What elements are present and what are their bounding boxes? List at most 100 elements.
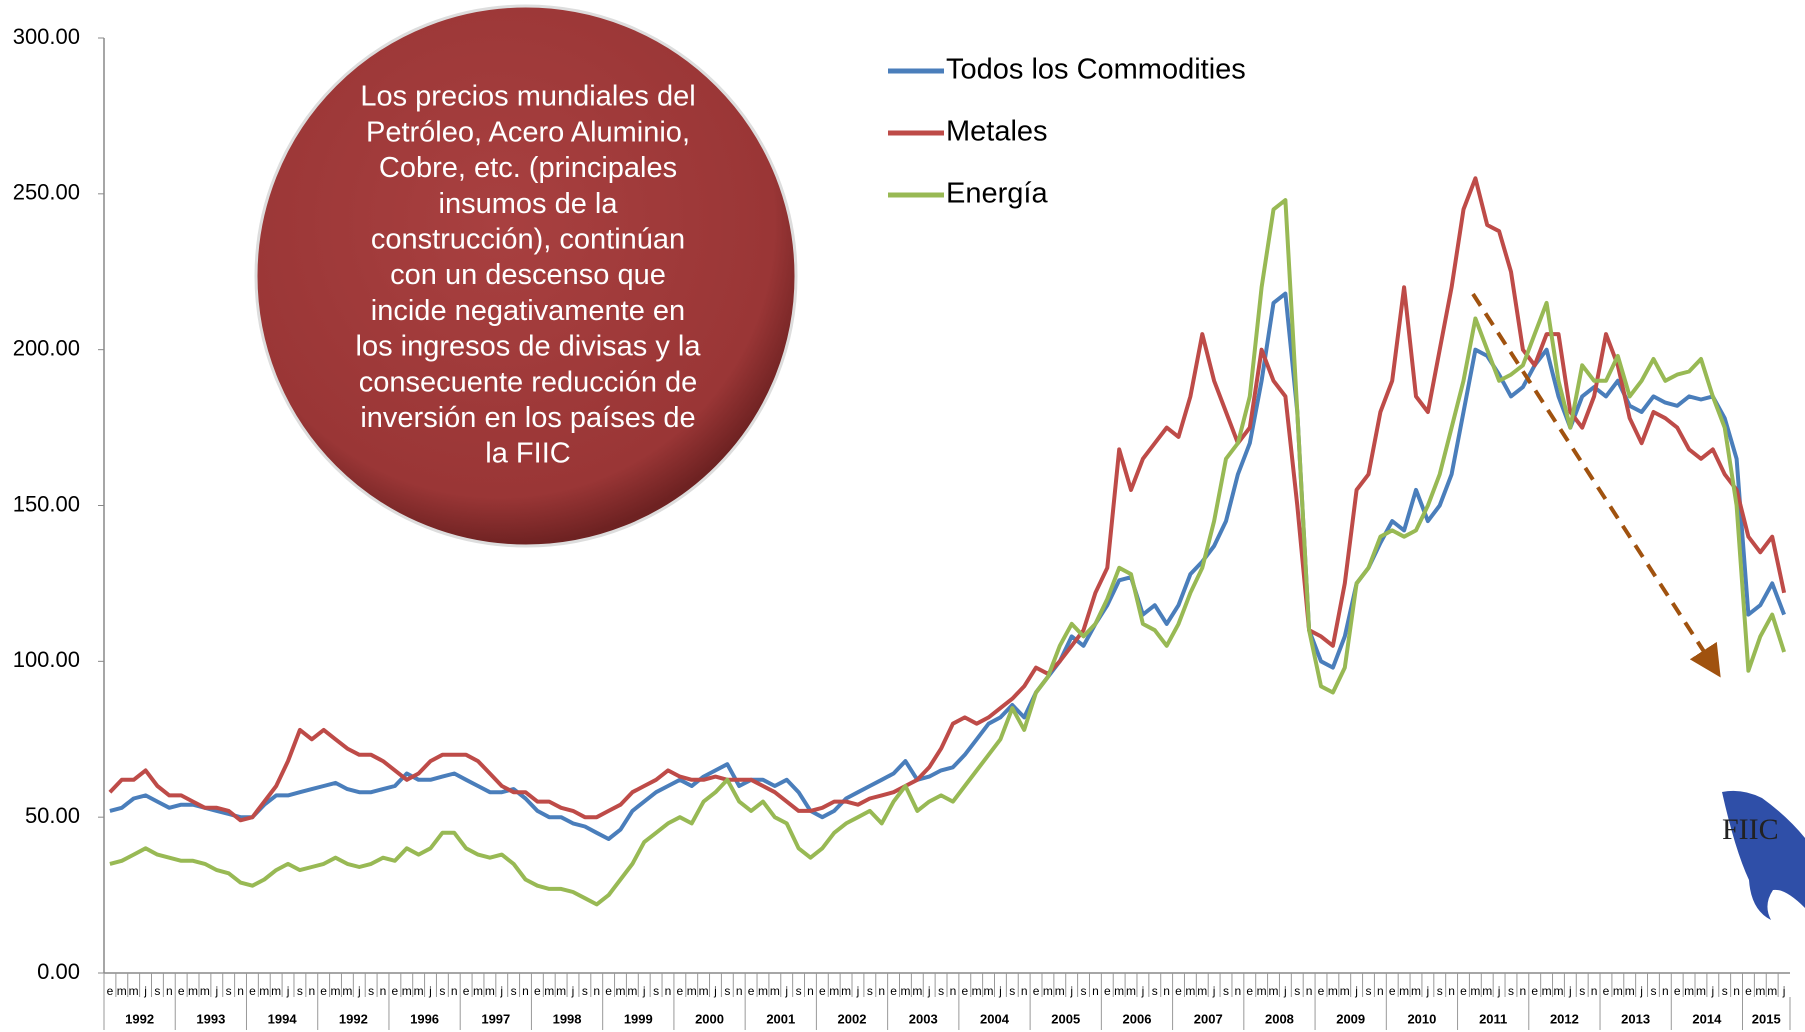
x-tick-label: j [1568,984,1572,998]
legend-label: Energía [946,178,1048,210]
x-tick-label: e [748,984,755,998]
x-tick-label: m [544,984,554,998]
x-tick-label: j [286,984,290,998]
x-tick-label: m [984,984,994,998]
x-tick-label: j [1283,984,1287,998]
annotation-line: insumos de la [439,188,619,220]
x-tick-label: m [1328,984,1338,998]
x-tick-label: n [1163,984,1170,998]
x-tick-label: m [829,984,839,998]
x-tick-label: n [1306,984,1313,998]
x-tick-label: e [392,984,399,998]
legend-label: Todos los Commodities [946,54,1246,86]
x-tick-label: j [499,984,503,998]
x-tick-label: e [677,984,684,998]
legend-label: Metales [946,116,1048,148]
x-tick-label: n [1733,984,1740,998]
x-tick-label: j [214,984,218,998]
x-tick-label: m [1470,984,1480,998]
x-tick-label: m [1755,984,1765,998]
x-tick-label: m [473,984,483,998]
year-label: 2010 [1407,1011,1436,1026]
x-tick-label: m [485,984,495,998]
x-tick-label: j [143,984,147,998]
x-tick-label: m [259,984,269,998]
x-tick-label: e [1531,984,1538,998]
x-tick-label: s [724,984,730,998]
x-tick-label: m [1696,984,1706,998]
y-tick-label: 200.00 [13,335,80,360]
x-tick-label: m [615,984,625,998]
x-tick-label: j [1497,984,1501,998]
x-tick-label: n [1591,984,1598,998]
x-tick-label: j [1710,984,1714,998]
x-tick-label: s [1508,984,1514,998]
year-label: 2002 [838,1011,867,1026]
x-tick-label: m [1269,984,1279,998]
x-tick-label: e [1104,984,1111,998]
x-tick-label: s [938,984,944,998]
x-tick-label: m [627,984,637,998]
x-tick-label: e [1603,984,1610,998]
x-tick-label: e [107,984,114,998]
x-tick-label: j [1212,984,1216,998]
x-tick-label: e [1175,984,1182,998]
x-tick-label: s [154,984,160,998]
x-tick-label: m [1684,984,1694,998]
x-tick-label: e [1674,984,1681,998]
plot: 0.00 50.00 100.00 150.00 200.00 250.00 300.00 e… [13,24,1791,1030]
y-tick-label: 150.00 [13,491,80,516]
year-label: 2008 [1265,1011,1294,1026]
x-tick-label: e [1246,984,1253,998]
x-tick-label: j [1141,984,1145,998]
annotation-line: Cobre, etc. (principales [379,152,677,184]
x-tick-label: n [380,984,387,998]
x-tick-label: m [912,984,922,998]
x-tick-label: m [331,984,341,998]
year-label: 2013 [1621,1011,1650,1026]
x-tick-label: s [297,984,303,998]
x-tick-label: m [1340,984,1350,998]
year-label: 2001 [766,1011,795,1026]
x-tick-label: s [1650,984,1656,998]
year-label: 2009 [1336,1011,1365,1026]
year-label: 2004 [980,1011,1010,1026]
x-tick-label: n [1021,984,1028,998]
x-tick-label: m [1613,984,1623,998]
year-label: 1992 [339,1011,368,1026]
x-tick-label: j [571,984,575,998]
x-tick-label: e [1745,984,1752,998]
x-tick-label: n [878,984,885,998]
x-tick-label: m [117,984,127,998]
x-tick-label: s [653,984,659,998]
year-label: 1998 [553,1011,582,1026]
y-tick-label: 100.00 [13,647,80,672]
x-tick-label: m [687,984,697,998]
year-label: 2003 [909,1011,938,1026]
x-tick-label: e [534,984,541,998]
annotation-line: consecuente reducción de [359,366,698,398]
year-label: 2000 [695,1011,724,1026]
year-label: 1997 [481,1011,510,1026]
x-tick-label: n [807,984,814,998]
x-tick-label: n [950,984,957,998]
x-tick-label: n [522,984,529,998]
annotation-line: los ingresos de divisas y la [356,331,702,363]
x-tick-label: m [1767,984,1777,998]
x-tick-label: e [1318,984,1325,998]
x-tick-label: s [796,984,802,998]
x-tick-label: n [1092,984,1099,998]
annotation-line: la FIIC [485,438,570,470]
x-tick-label: j [927,984,931,998]
annotation-line: Los precios mundiales del [360,81,695,113]
x-tick-label: s [511,984,517,998]
annotation-line: con un descenso que [390,259,666,291]
x-tick-label: e [961,984,968,998]
x-tick-label: e [1033,984,1040,998]
x-tick-label: s [226,984,232,998]
x-tick-label: s [1152,984,1158,998]
x-tick-label: m [1625,984,1635,998]
x-tick-label: e [1389,984,1396,998]
